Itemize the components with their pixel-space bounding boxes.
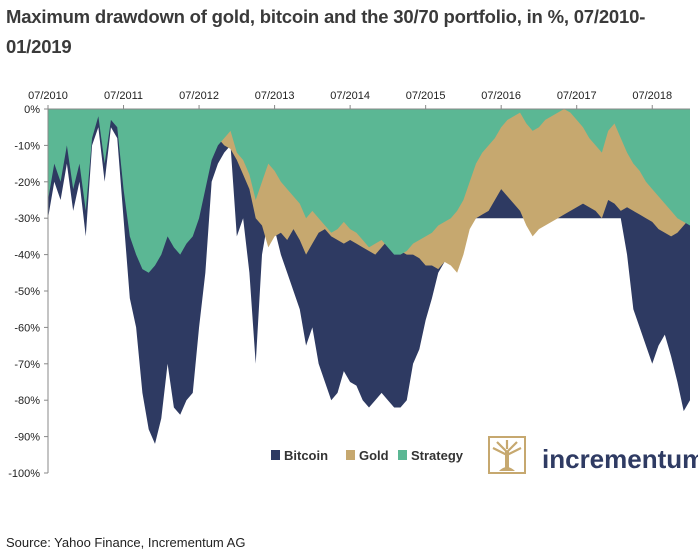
legend-swatch-bitcoin [271, 450, 280, 460]
y-tick-label: -70% [14, 359, 40, 371]
y-tick-label: -50% [14, 286, 40, 298]
x-tick-label: 07/2016 [481, 90, 521, 102]
x-tick-label: 07/2014 [330, 90, 370, 102]
source-note: Source: Yahoo Finance, Incrementum AG [6, 535, 246, 550]
y-tick-label: -10% [14, 140, 40, 152]
x-tick-labels: 07/2010 07/2011 07/2012 07/2013 07/2014 07/20… [28, 90, 672, 102]
incrementum-logo: incrementum [488, 436, 698, 474]
x-tick-label: 07/2012 [179, 90, 219, 102]
y-tick-labels: 0% -10% -20% -30% -40% -50% -60% -70% -80% -90% -1… [8, 104, 40, 480]
tree-logo-icon [488, 436, 526, 474]
area-strategy [48, 109, 690, 273]
x-tick-label: 07/2017 [557, 90, 597, 102]
logo-wordmark: incrementum [542, 444, 698, 474]
x-tick-label: 07/2011 [104, 90, 143, 102]
y-tick-label: -80% [14, 395, 40, 407]
legend-label-bitcoin: Bitcoin [284, 448, 328, 463]
chart-title: Maximum drawdown of gold, bitcoin and th… [6, 6, 646, 57]
y-tick-label: 0% [24, 104, 40, 116]
y-tick-label: -30% [14, 213, 40, 225]
legend-label-strategy: Strategy [411, 448, 464, 463]
x-tick-label: 07/2015 [406, 90, 446, 102]
legend-label-gold: Gold [359, 448, 389, 463]
x-tick-label: 07/2010 [28, 90, 68, 102]
y-tick-label: -60% [14, 322, 40, 334]
legend-swatch-gold [346, 450, 355, 460]
y-tick-label: -20% [14, 177, 40, 189]
legend: Bitcoin Gold Strategy [271, 448, 464, 463]
area-series-group [48, 109, 690, 444]
y-tick-label: -100% [8, 468, 40, 480]
axes-group [44, 105, 690, 474]
y-tick-label: -90% [14, 432, 40, 444]
legend-swatch-strategy [398, 450, 407, 460]
x-tick-label: 07/2018 [632, 90, 672, 102]
y-tick-label: -40% [14, 250, 40, 262]
x-tick-label: 07/2013 [255, 90, 295, 102]
